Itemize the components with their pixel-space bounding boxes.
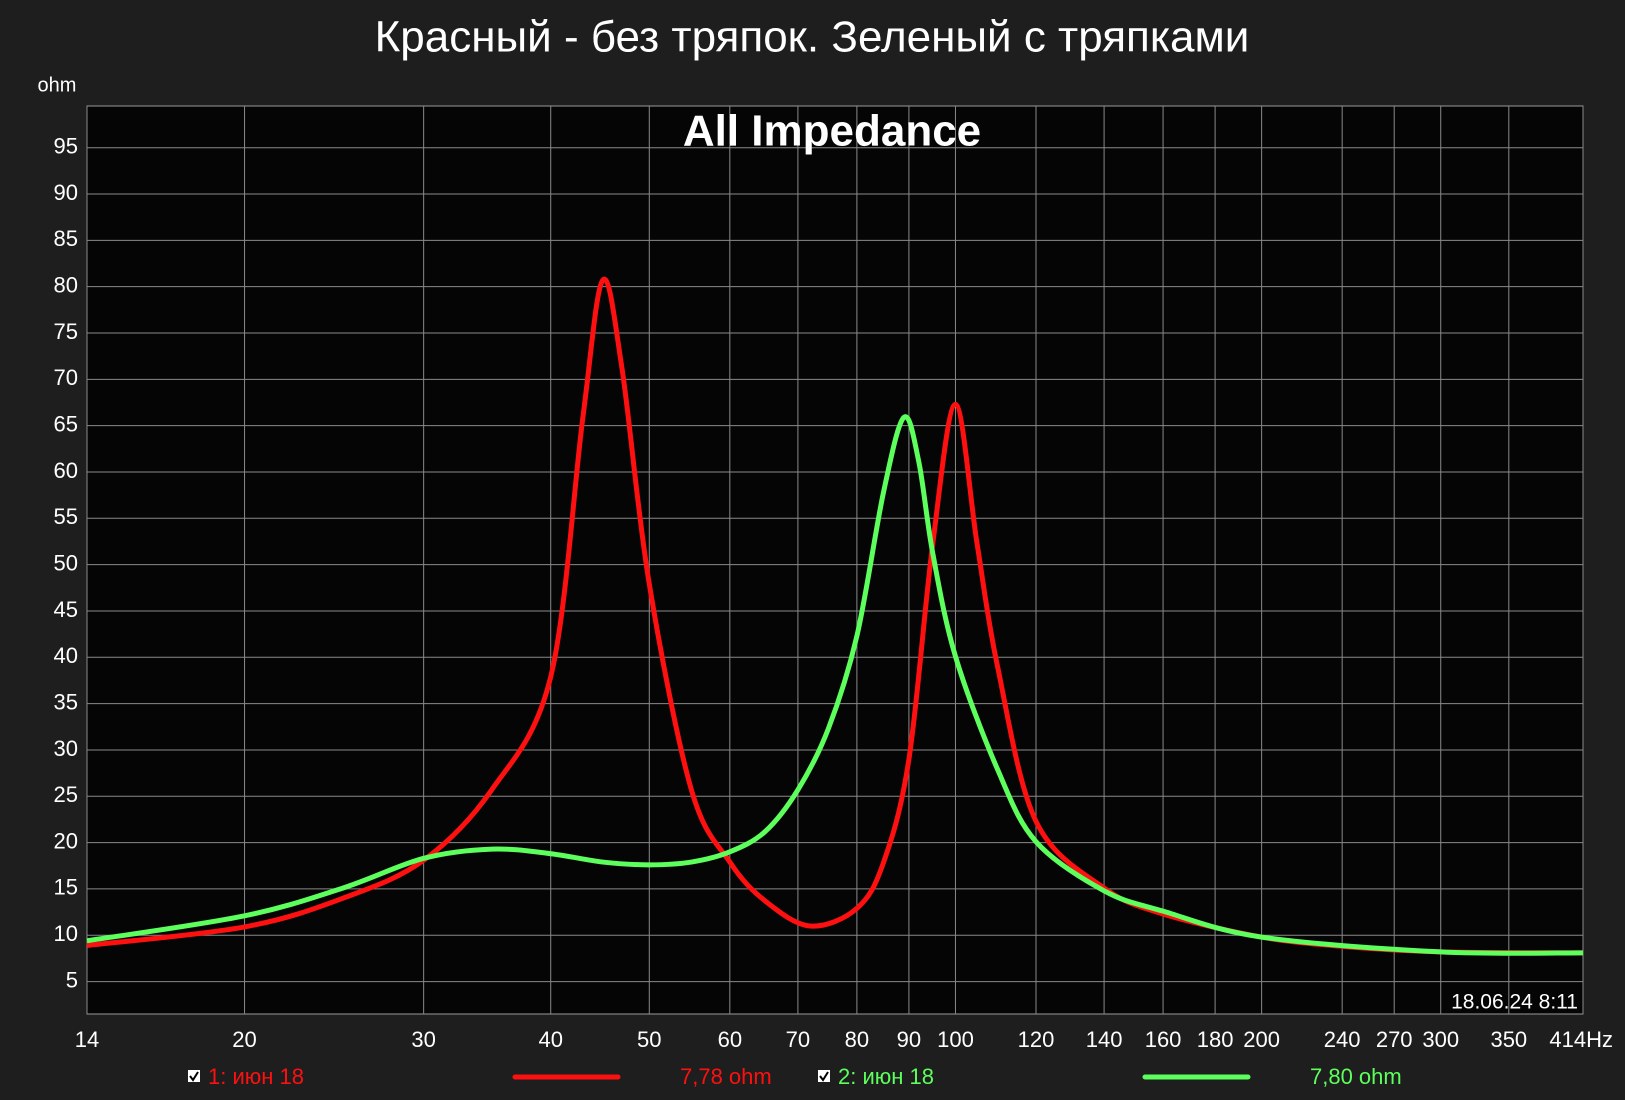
x-tick-label: 50 bbox=[637, 1027, 661, 1052]
y-tick-label: 75 bbox=[54, 319, 78, 344]
y-tick-label: 85 bbox=[54, 226, 78, 251]
legend-name: 2: июн 18 bbox=[838, 1064, 934, 1089]
y-tick-label: 20 bbox=[54, 828, 78, 853]
x-tick-label: 160 bbox=[1145, 1027, 1182, 1052]
y-tick-label: 35 bbox=[54, 689, 78, 714]
x-tick-label: 270 bbox=[1376, 1027, 1413, 1052]
y-tick-label: 65 bbox=[54, 411, 78, 436]
y-tick-label: 40 bbox=[54, 643, 78, 668]
y-tick-label: 55 bbox=[54, 504, 78, 529]
x-tick-label: 14 bbox=[75, 1027, 99, 1052]
y-tick-label: 5 bbox=[66, 967, 78, 992]
chart-title: Красный - без тряпок. Зеленый с тряпками bbox=[375, 13, 1250, 62]
x-tick-label: 120 bbox=[1018, 1027, 1055, 1052]
legend-check bbox=[819, 1071, 829, 1082]
y-tick-label: 60 bbox=[54, 458, 78, 483]
x-tick-label: 414Hz bbox=[1549, 1027, 1613, 1052]
y-axis-label: ohm bbox=[38, 74, 77, 96]
y-tick-label: 90 bbox=[54, 180, 78, 205]
plot-area bbox=[86, 105, 1584, 1015]
x-tick-label: 40 bbox=[538, 1027, 562, 1052]
y-tick-label: 70 bbox=[54, 365, 78, 390]
y-tick-label: 95 bbox=[54, 134, 78, 159]
y-tick-label: 50 bbox=[54, 550, 78, 575]
x-tick-label: 100 bbox=[937, 1027, 974, 1052]
y-tick-label: 15 bbox=[54, 875, 78, 900]
y-tick-label: 45 bbox=[54, 597, 78, 622]
grid: 5 10 15 20 25 30 35 40 45 50 55 60 65 70 75 80 85 90 95 14 2… bbox=[54, 106, 1613, 1052]
timestamp: 18.06.24 8:11 bbox=[1451, 991, 1578, 1014]
line-series bbox=[86, 414, 1584, 956]
x-tick-label: 30 bbox=[411, 1027, 435, 1052]
x-tick-label: 350 bbox=[1490, 1027, 1527, 1052]
x-tick-label: 240 bbox=[1324, 1027, 1361, 1052]
legend-value: 7,80 ohm bbox=[1310, 1064, 1402, 1089]
legend-check bbox=[189, 1071, 199, 1082]
y-tick-label: 10 bbox=[54, 921, 78, 946]
y-tick-label: 30 bbox=[54, 736, 78, 761]
x-tick-label: 70 bbox=[786, 1027, 810, 1052]
y-tick-label: 80 bbox=[54, 272, 78, 297]
y-tick-label: 25 bbox=[54, 782, 78, 807]
legend-value: 7,78 ohm bbox=[680, 1064, 772, 1089]
legend: 1: июн 18 7,78 ohm 2: июн 18 7,80 ohm bbox=[188, 1064, 1402, 1089]
x-tick-label: 80 bbox=[845, 1027, 869, 1052]
x-tick-label: 140 bbox=[1086, 1027, 1123, 1052]
chart-subtitle: All Impedance bbox=[683, 107, 981, 156]
x-tick-label: 60 bbox=[718, 1027, 742, 1052]
legend-name: 1: июн 18 bbox=[208, 1064, 304, 1089]
x-tick-label: 200 bbox=[1243, 1027, 1280, 1052]
x-tick-label: 180 bbox=[1197, 1027, 1234, 1052]
x-tick-label: 90 bbox=[897, 1027, 921, 1052]
lines bbox=[86, 276, 1584, 956]
x-tick-label: 20 bbox=[232, 1027, 256, 1052]
x-tick-label: 300 bbox=[1422, 1027, 1459, 1052]
